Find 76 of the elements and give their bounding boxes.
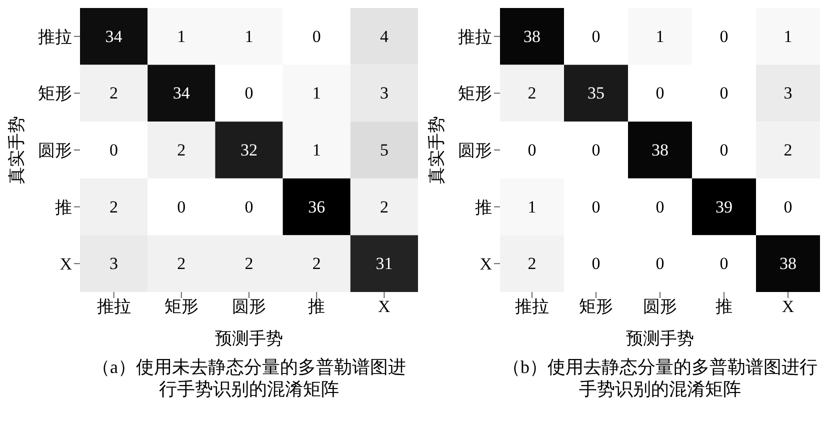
data-label: 4 — [380, 26, 389, 46]
x-tick-label: X — [378, 297, 390, 316]
x-tick-label: 推 — [716, 297, 732, 316]
data-label: 2 — [528, 254, 536, 274]
x-tick-label: 推 — [308, 297, 326, 316]
y-tick-label: 推拉 — [458, 27, 492, 46]
data-label: 2 — [110, 84, 118, 103]
data-label: 39 — [716, 197, 732, 216]
data-label: 0 — [528, 140, 536, 160]
data-label: 35 — [588, 84, 604, 103]
y-tick-label: 推 — [55, 198, 72, 217]
data-label: 0 — [720, 26, 728, 46]
x-tick-label: 圆形 — [232, 297, 266, 316]
data-label: 2 — [177, 140, 186, 160]
data-label: 2 — [312, 254, 321, 274]
data-label: 3 — [110, 254, 118, 274]
data-label: 0 — [720, 254, 728, 274]
data-label: 2 — [244, 254, 254, 274]
y-tick-label: 矩形 — [458, 84, 492, 104]
x-tick-label: 圆形 — [643, 297, 677, 316]
data-label: 34 — [105, 26, 123, 46]
y-tick-label: 推 — [475, 198, 492, 217]
x-tick-label: 矩形 — [164, 297, 198, 316]
data-label: 0 — [592, 140, 600, 160]
data-label: 32 — [240, 140, 258, 160]
data-label: 2 — [380, 197, 388, 216]
data-label: 0 — [656, 197, 664, 216]
y-tick-label: 矩形 — [38, 84, 72, 104]
y-axis-title: 真实手势 — [7, 116, 26, 184]
data-label: 0 — [656, 254, 664, 274]
data-label: 2 — [784, 140, 792, 160]
data-label: 34 — [172, 84, 190, 103]
y-axis-title: 真实手势 — [427, 116, 446, 184]
data-label: 0 — [177, 197, 186, 216]
data-label: 1 — [312, 84, 321, 103]
data-label: 1 — [656, 26, 664, 46]
text: （b）使用去静态分量的多普勒谱图进行手势识别的混淆矩阵 — [502, 357, 818, 399]
y-tick-label: X — [60, 254, 72, 274]
data-label: 1 — [312, 140, 321, 160]
data-label: 0 — [720, 84, 728, 103]
x-tick-label: 推拉 — [96, 297, 131, 316]
data-label: 0 — [110, 140, 118, 160]
data-label: 1 — [528, 197, 536, 216]
data-label: 2 — [528, 84, 536, 103]
data-label: 38 — [524, 26, 540, 46]
data-label: 0 — [244, 197, 254, 216]
data-label: 2 — [110, 197, 118, 216]
data-label: 0 — [656, 84, 664, 103]
text: （a）使用未去静态分量的多普勒谱图进行手势识别的混淆矩阵 — [92, 357, 406, 399]
data-label: 0 — [592, 254, 600, 274]
data-label: 0 — [784, 197, 792, 216]
x-tick-label: 推拉 — [515, 297, 549, 316]
y-tick-label: 圆形 — [38, 141, 72, 160]
data-label: 5 — [380, 140, 388, 160]
data-label: 38 — [652, 140, 668, 160]
data-label: 1 — [177, 26, 186, 46]
data-label: 2 — [177, 254, 186, 274]
data-label: 0 — [720, 140, 728, 160]
y-tick-label: 圆形 — [458, 141, 492, 160]
data-label: 0 — [244, 84, 254, 103]
data-label: 38 — [780, 254, 796, 274]
data-label: 3 — [380, 84, 388, 103]
data-label: 0 — [312, 26, 321, 46]
y-tick-label: 推拉 — [38, 27, 72, 46]
x-axis-title: 预测手势 — [625, 328, 695, 350]
data-label: 1 — [244, 26, 254, 46]
data-label: 0 — [592, 197, 600, 216]
data-label: 1 — [784, 26, 792, 46]
data-label: 31 — [376, 254, 393, 274]
data-label: 3 — [784, 84, 792, 103]
data-label: 0 — [592, 26, 600, 46]
x-tick-label: X — [782, 297, 794, 316]
data-label: 36 — [308, 197, 326, 216]
x-axis-title: 预测手势 — [214, 328, 284, 350]
y-tick-label: X — [480, 254, 492, 274]
x-tick-label: 矩形 — [579, 297, 613, 316]
